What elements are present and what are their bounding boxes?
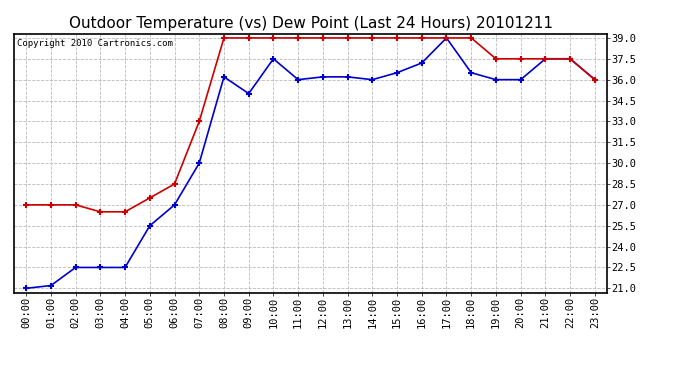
- Text: Copyright 2010 Cartronics.com: Copyright 2010 Cartronics.com: [17, 39, 172, 48]
- Title: Outdoor Temperature (vs) Dew Point (Last 24 Hours) 20101211: Outdoor Temperature (vs) Dew Point (Last…: [68, 16, 553, 31]
